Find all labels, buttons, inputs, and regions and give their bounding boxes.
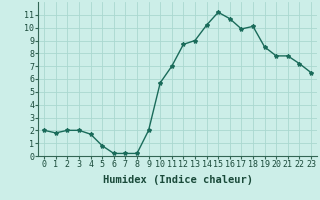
- X-axis label: Humidex (Indice chaleur): Humidex (Indice chaleur): [103, 175, 252, 185]
